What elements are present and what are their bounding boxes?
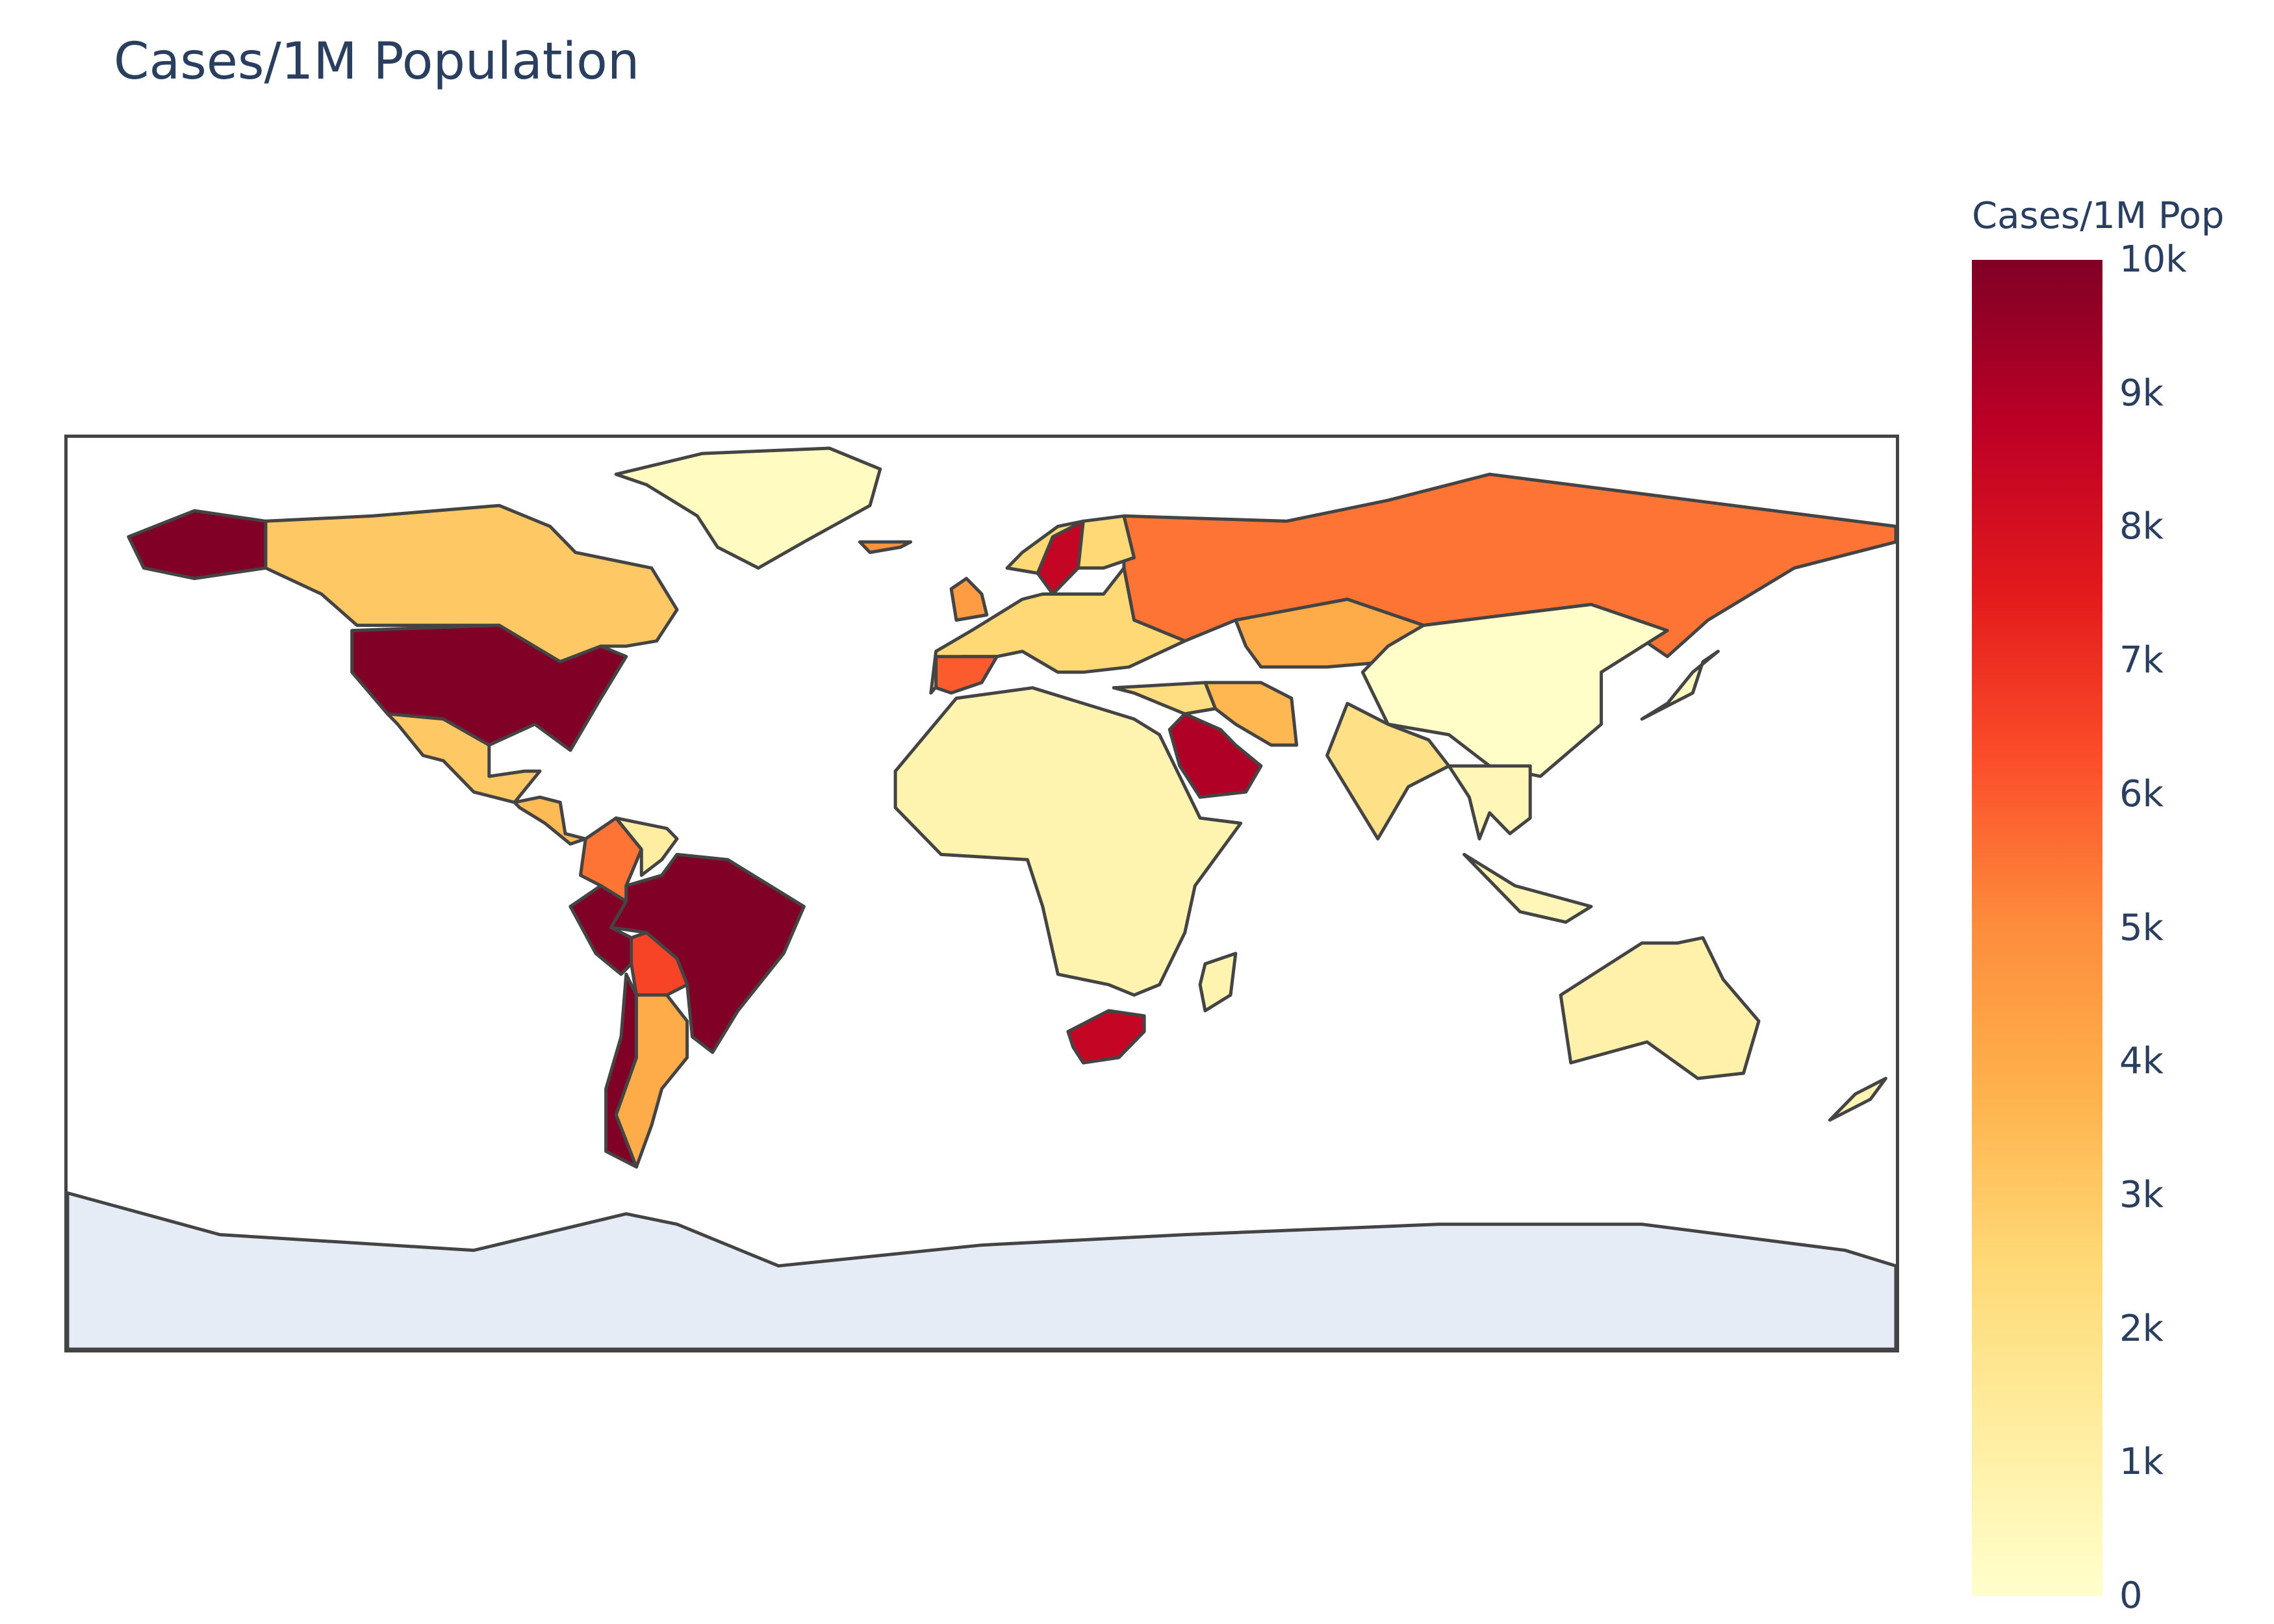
colorbar-tick-label: 5k	[2119, 906, 2164, 949]
colorbar	[1972, 260, 2102, 1596]
region-europe-other-[interactable]	[929, 566, 1187, 695]
region-japan[interactable]	[1640, 650, 1720, 721]
region-iran[interactable]	[1203, 681, 1299, 747]
region-uk[interactable]	[949, 577, 989, 622]
chart-title: Cases/1M Population	[114, 32, 640, 91]
region-norway-finland[interactable]	[1005, 514, 1136, 575]
colorbar-tick-label: 8k	[2119, 505, 2164, 548]
region-kazakhstan[interactable]	[1234, 598, 1425, 669]
region-mexico[interactable]	[385, 712, 542, 804]
region-panama-central-america[interactable]	[513, 795, 587, 846]
region-spain[interactable]	[934, 655, 999, 695]
region-canada[interactable]	[264, 503, 679, 664]
region-middle-east-other-[interactable]	[1112, 681, 1218, 716]
region-antarctica[interactable]	[68, 1191, 1896, 1350]
region-bolivia[interactable]	[630, 931, 689, 997]
map-canvas	[68, 446, 1896, 1350]
region-indonesia[interactable]	[1463, 852, 1593, 924]
region-madagascar[interactable]	[1198, 952, 1238, 1013]
region-australia[interactable]	[1559, 936, 1761, 1080]
colorbar-tick-label: 4k	[2119, 1040, 2164, 1083]
region-greenland[interactable]	[614, 446, 882, 570]
region-africa-other-[interactable]	[893, 686, 1243, 997]
colorbar-tick-label: 2k	[2119, 1307, 2164, 1350]
colorbar-tick-label: 3k	[2119, 1173, 2164, 1216]
world-map[interactable]	[64, 435, 1899, 1352]
colorbar-tick-label: 7k	[2119, 639, 2164, 682]
region-southeast-asia[interactable]	[1447, 764, 1532, 841]
region-united-states[interactable]	[127, 509, 268, 580]
region-iceland[interactable]	[858, 540, 913, 554]
colorbar-tick-label: 9k	[2119, 372, 2164, 414]
region-south-africa[interactable]	[1066, 1009, 1146, 1065]
colorbar-tick-label: 6k	[2119, 772, 2164, 815]
region-saudi-arabia[interactable]	[1168, 712, 1263, 799]
region-venezuela[interactable]	[614, 816, 679, 877]
colorbar-tick-label: 0	[2119, 1575, 2143, 1617]
colorbar-tick-label: 10k	[2119, 238, 2187, 281]
colorbar-title: Cases/1M Pop	[1972, 195, 2225, 237]
region-china[interactable]	[1361, 603, 1669, 778]
region-new-zealand[interactable]	[1828, 1076, 1887, 1122]
colorbar-tick-label: 1k	[2119, 1441, 2164, 1484]
region-argentina[interactable]	[614, 993, 689, 1169]
